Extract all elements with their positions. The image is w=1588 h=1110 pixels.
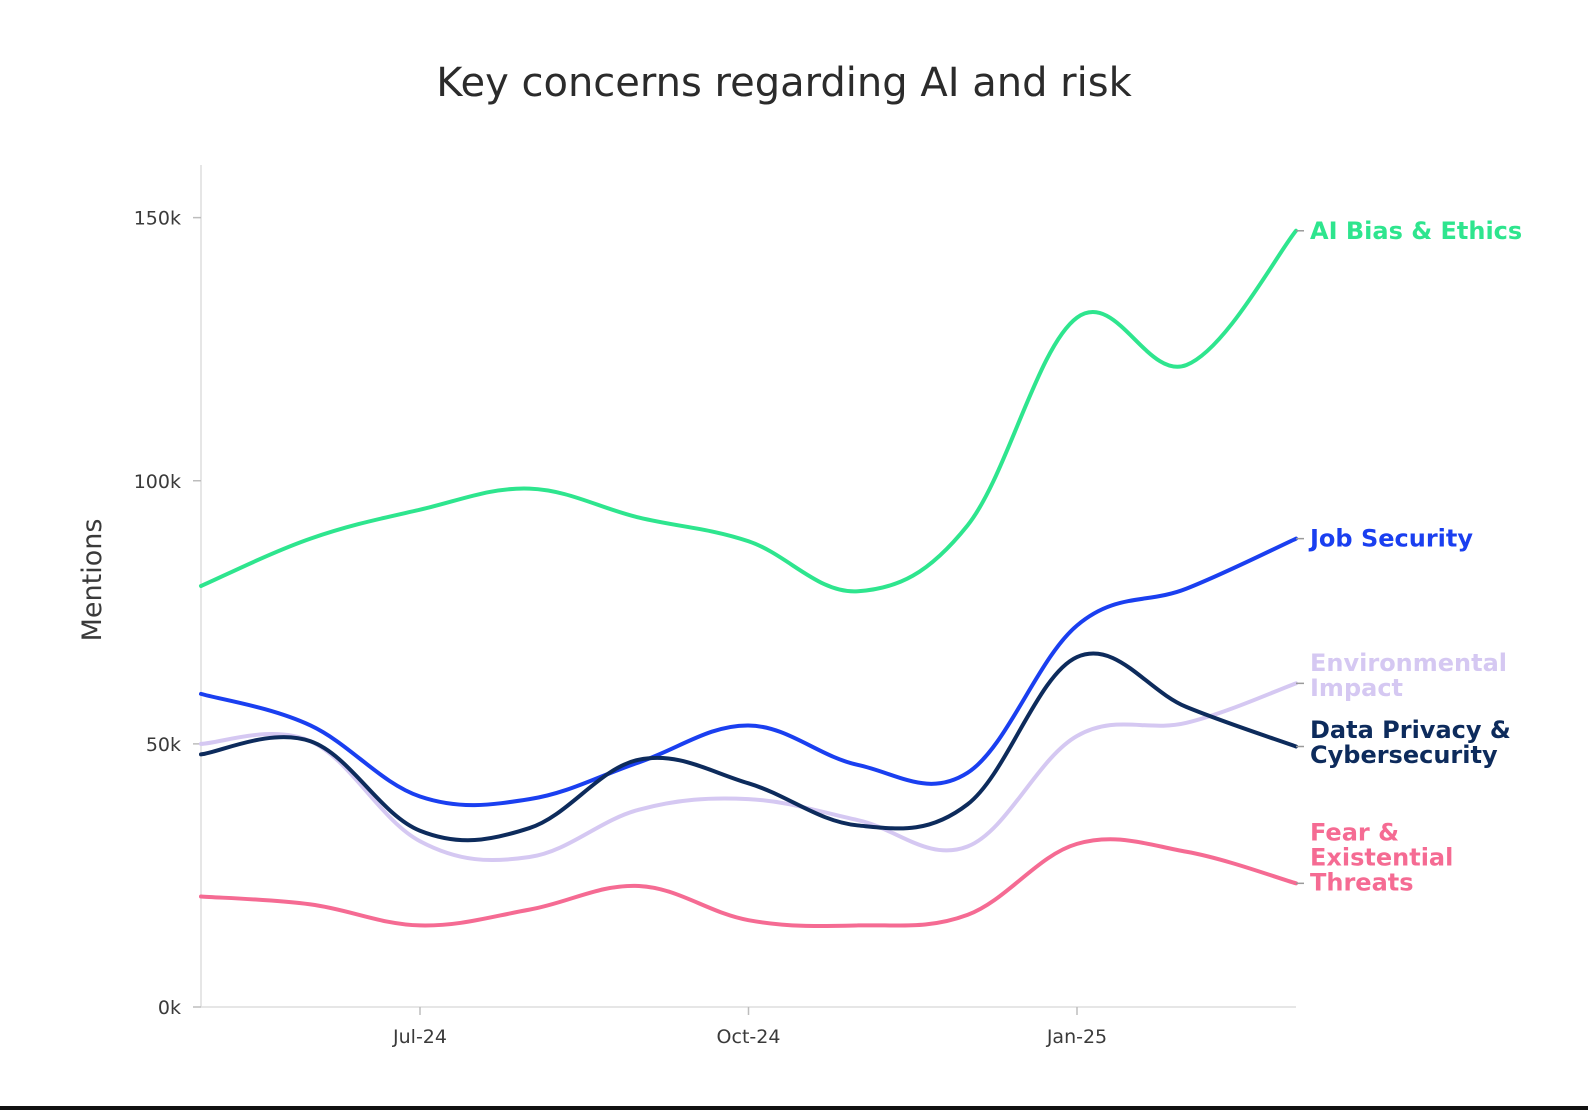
series-line-job-security: [199, 536, 1298, 808]
series-label-environmental-impact: Impact: [1310, 674, 1403, 702]
series-label-job-security: Job Security: [1308, 525, 1473, 553]
series-line-ai-bias-ethics: [199, 228, 1298, 594]
series-line-fear-existential-threats: [199, 837, 1298, 929]
y-tick-label: 100k: [134, 471, 181, 493]
y-axis-label: Mentions: [77, 519, 108, 642]
series-label-data-privacy-cybersecurity: Data Privacy &: [1310, 716, 1511, 744]
chart-title: Key concerns regarding AI and risk: [436, 60, 1132, 106]
series-label-fear-existential-threats: Fear &: [1310, 818, 1399, 846]
y-tick-label: 50k: [146, 734, 181, 756]
x-tick-label: Jul-24: [392, 1026, 447, 1048]
series-label-fear-existential-threats: Existential: [1310, 843, 1453, 871]
x-tick-label: Jan-25: [1046, 1026, 1107, 1048]
series-label-ai-bias-ethics: AI Bias & Ethics: [1310, 217, 1522, 245]
series-line-data-privacy-cybersecurity: [199, 651, 1298, 843]
series-label-environmental-impact: Environmental: [1310, 649, 1507, 677]
series-line-environmental-impact: [199, 681, 1298, 863]
series-label-fear-existential-threats: Threats: [1310, 868, 1414, 896]
y-tick-label: 0k: [158, 997, 181, 1019]
series-label-data-privacy-cybersecurity: Cybersecurity: [1310, 741, 1498, 769]
x-tick-label: Oct-24: [717, 1026, 781, 1048]
y-tick-label: 150k: [134, 208, 181, 230]
bottom-rule: [0, 1106, 1588, 1110]
